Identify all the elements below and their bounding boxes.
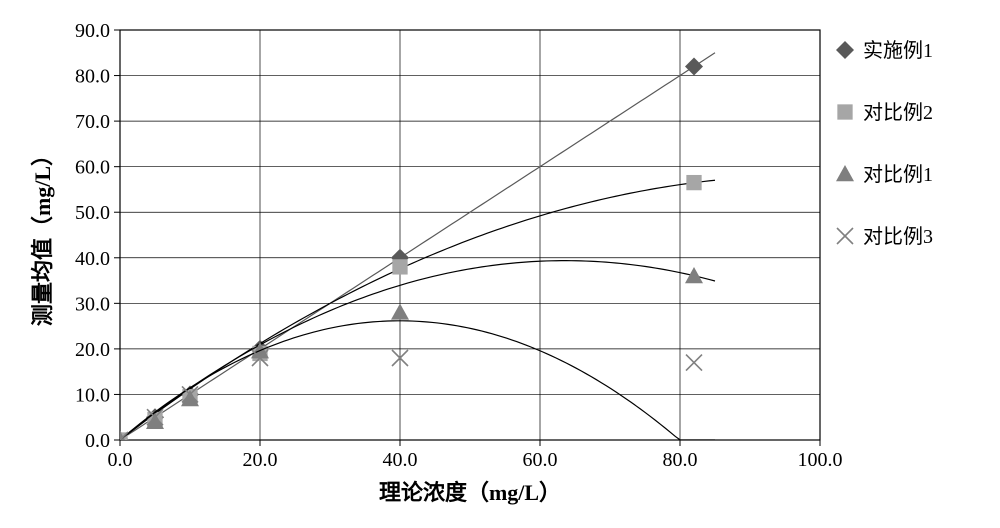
xtick-label: 0.0 — [108, 449, 133, 471]
ytick-label: 30.0 — [75, 293, 110, 315]
y-axis-label: 测量均值（mg/L） — [30, 144, 55, 326]
xtick-label: 20.0 — [243, 449, 278, 471]
legend-label: 对比例1 — [863, 163, 933, 186]
ytick-label: 60.0 — [75, 157, 110, 179]
legend-label: 实施例1 — [863, 39, 933, 62]
ytick-label: 80.0 — [75, 66, 110, 88]
chart-svg: 0.0 20.0 40.0 60.0 80.0 100.0 0.0 10.0 20.0 30.0 4… — [0, 0, 1000, 528]
ytick-label: 50.0 — [75, 202, 110, 224]
marker-square — [392, 259, 407, 274]
ytick-label: 40.0 — [75, 248, 110, 270]
xtick-label: 80.0 — [663, 449, 698, 471]
xtick-label: 40.0 — [383, 449, 418, 471]
ytick-label: 90.0 — [75, 20, 110, 42]
marker-square — [837, 104, 852, 119]
legend-label: 对比例3 — [863, 225, 933, 248]
marker-square — [686, 175, 701, 190]
xtick-label: 100.0 — [798, 449, 843, 471]
legend-label: 对比例2 — [863, 101, 933, 124]
xtick-label: 60.0 — [523, 449, 558, 471]
ytick-label: 10.0 — [75, 384, 110, 406]
chart-container: 0.0 20.0 40.0 60.0 80.0 100.0 0.0 10.0 20.0 30.0 4… — [0, 0, 1000, 528]
ytick-label: 20.0 — [75, 339, 110, 361]
ytick-label: 0.0 — [85, 430, 110, 452]
ytick-label: 70.0 — [75, 111, 110, 133]
x-axis-label: 理论浓度（mg/L） — [379, 480, 561, 505]
